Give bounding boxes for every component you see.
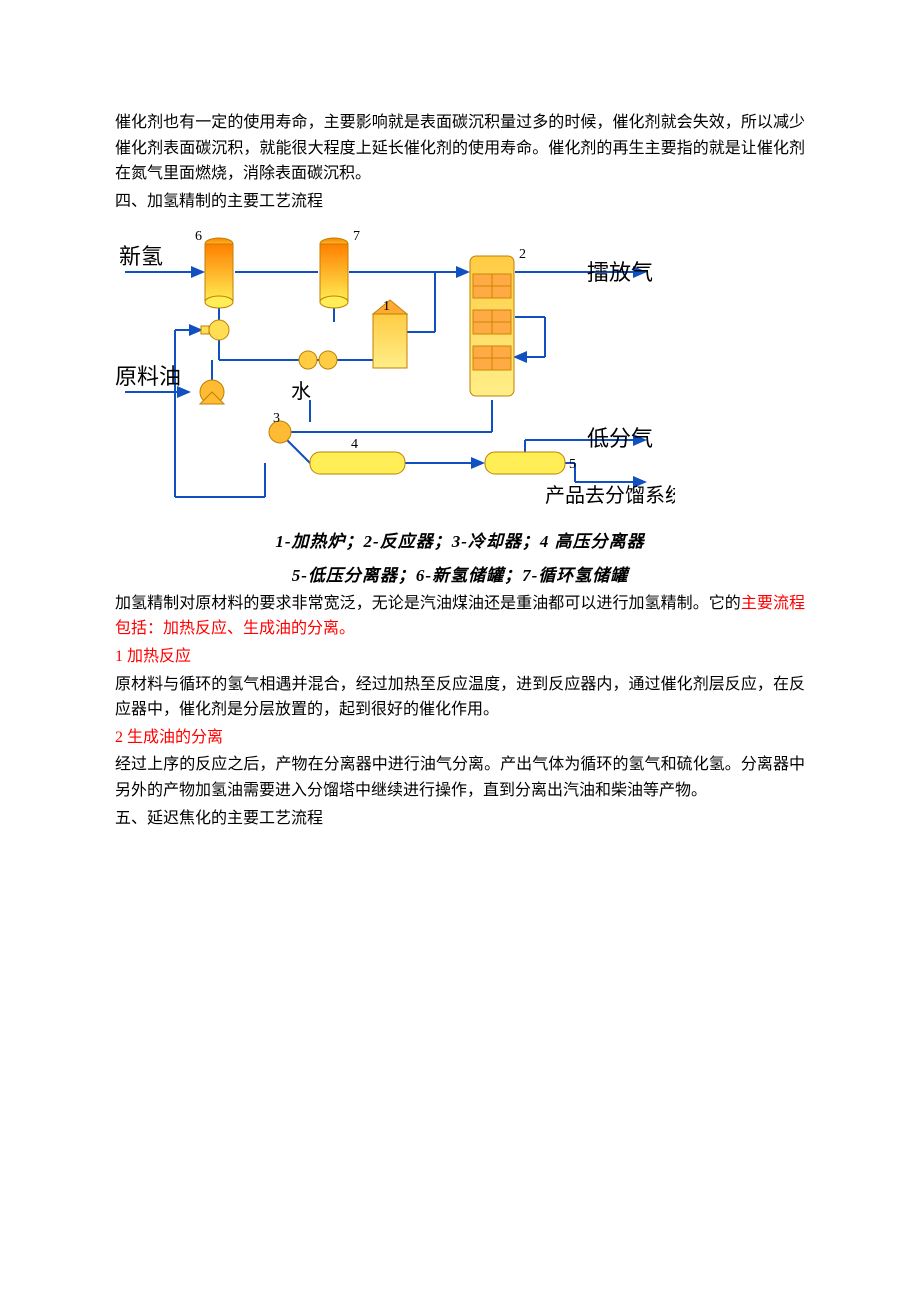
- node-reactor-2: 2: [470, 247, 526, 396]
- label-yuanliaoyou: 原料油: [115, 364, 181, 389]
- paragraph-s1-body: 原材料与循环的氢气相遇并混合，经过加热至反应温度，进到反应器内，通过催化剂层反应…: [115, 672, 805, 723]
- intro-text-a: 加氢精制对原材料的要求非常宽泛，无论是汽油煤油还是重油都可以进行加氢精制。它的: [115, 595, 741, 612]
- process-flow-diagram: 6 7: [115, 222, 805, 522]
- svg-text:1: 1: [383, 299, 390, 314]
- svg-text:5: 5: [569, 457, 576, 472]
- svg-text:3: 3: [273, 411, 280, 426]
- node-tank-6: 6: [195, 229, 233, 308]
- heading-section-5: 五、延迟焦化的主要工艺流程: [115, 806, 805, 832]
- subheading-2: 2 生成油的分离: [115, 725, 805, 751]
- svg-text:2: 2: [519, 247, 526, 262]
- label-chanpin: 产品去分馏系统: [545, 484, 675, 507]
- subheading-1: 1 加热反应: [115, 644, 805, 670]
- label-bofangqi: 擂放气: [587, 260, 653, 285]
- paragraph-hydro-intro: 加氢精制对原材料的要求非常宽泛，无论是汽油煤油还是重油都可以进行加氢精制。它的主…: [115, 591, 805, 642]
- node-tank-7: 7: [320, 229, 360, 308]
- svg-text:4: 4: [351, 437, 358, 452]
- node-cooler-3: 3: [269, 411, 291, 443]
- label-shui: 水: [291, 380, 311, 403]
- svg-text:6: 6: [195, 229, 202, 244]
- diagram-caption-line1: 1-加热炉；2-反应器；3-冷却器；4 高压分离器: [115, 528, 805, 555]
- node-drum-5: 5: [485, 452, 576, 474]
- heading-section-4: 四、加氢精制的主要工艺流程: [115, 189, 805, 215]
- paragraph-catalyst: 催化剂也有一定的使用寿命，主要影响就是表面碳沉积量过多的时候，催化剂就会失效，所…: [115, 110, 805, 187]
- paragraph-s2-body: 经过上序的反应之后，产物在分离器中进行油气分离。产出气体为循环的氢气和硫化氢。分…: [115, 752, 805, 803]
- label-xinqing: 新氢: [119, 244, 163, 269]
- svg-text:7: 7: [353, 229, 360, 244]
- node-drum-4: 4: [310, 437, 405, 474]
- node-pump: [200, 380, 224, 404]
- node-furnace-1: 1: [373, 299, 407, 368]
- diagram-caption-line2: 5-低压分离器；6-新氢储罐；7-循环氢储罐: [115, 562, 805, 589]
- node-compressor: [201, 320, 229, 340]
- label-difenqi: 低分气: [587, 426, 653, 451]
